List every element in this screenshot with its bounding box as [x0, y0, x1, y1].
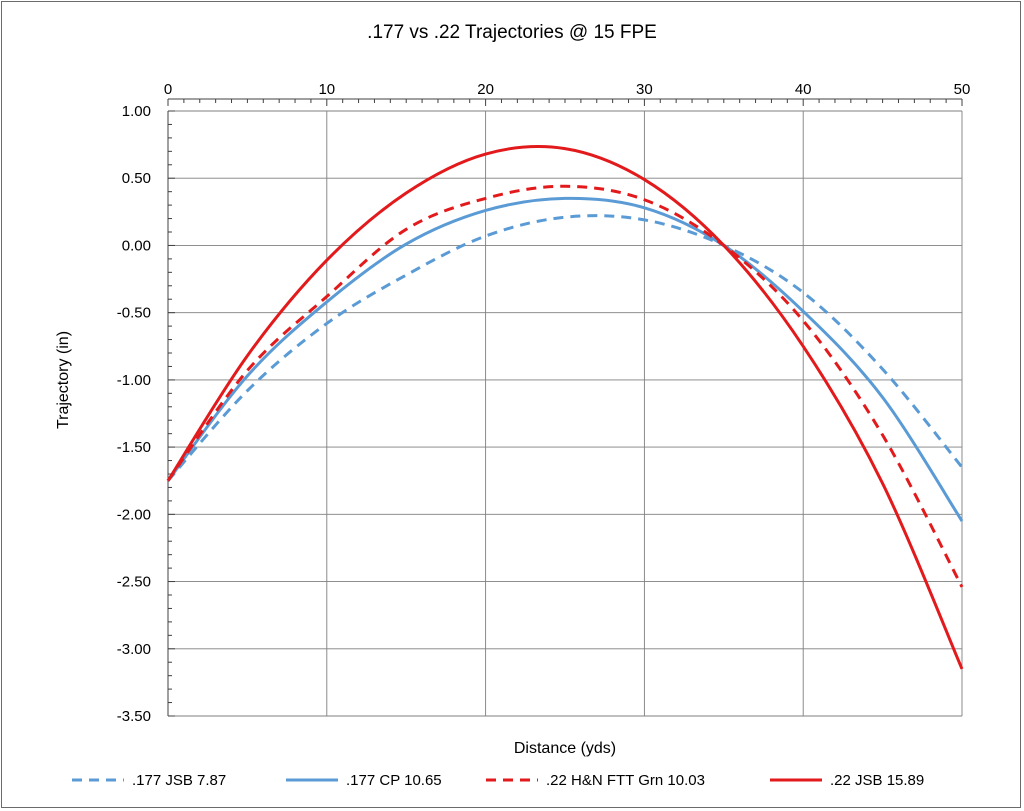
y-tick-label: -2.00: [117, 506, 151, 523]
legend-label-22-jsb-15-89: .22 JSB 15.89: [830, 772, 924, 789]
legend-label-177-cp-10-65: .177 CP 10.65: [346, 772, 442, 789]
series-line-22-jsb-15-89: [166, 145, 964, 670]
legend-label-22-h-n-ftt-grn-10-03: .22 H&N FTT Grn 10.03: [546, 772, 705, 789]
legend: .177 JSB 7.87 .177 CP 10.65 .22 H&N FTT Gr…: [72, 772, 924, 789]
grid-lines: [167, 110, 963, 717]
x-tick-label: 0: [164, 81, 172, 98]
y-tick-label: -3.00: [117, 641, 151, 658]
y-tick-label: -1.00: [117, 372, 151, 389]
x-tick-label: 40: [795, 81, 812, 98]
y-tick-label: -3.50: [117, 708, 151, 725]
x-axis-title: Distance (yds): [514, 740, 616, 757]
series-lines: [166, 145, 964, 670]
series-line-22-h-n-ftt-grn-10-03: [166, 184, 964, 588]
axes: [167, 98, 963, 717]
y-tick-label: -1.50: [117, 439, 151, 456]
legend-label-177-jsb-7-87: .177 JSB 7.87: [132, 772, 226, 789]
x-tick-label: 10: [318, 81, 335, 98]
x-tick-label: 20: [477, 81, 494, 98]
x-tick-label: 30: [636, 81, 653, 98]
x-tick-label: 50: [954, 81, 971, 98]
series-line-177-cp-10-65: [166, 196, 964, 522]
series-line-177-jsb-7-87: [166, 214, 964, 482]
y-axis-title: Trajectory (in): [55, 331, 72, 429]
tick-labels: 0 10 20 30 40 50 1.00 0.50 0.00 -0.50 -1.00 -1.50 -2…: [117, 81, 971, 725]
y-tick-label: 0.50: [122, 170, 151, 187]
y-tick-label: 1.00: [122, 103, 151, 120]
y-tick-label: -0.50: [117, 305, 151, 322]
chart-title: .177 vs .22 Trajectories @ 15 FPE: [367, 22, 657, 43]
y-tick-label: 0.00: [122, 237, 151, 254]
y-tick-label: -2.50: [117, 574, 151, 591]
